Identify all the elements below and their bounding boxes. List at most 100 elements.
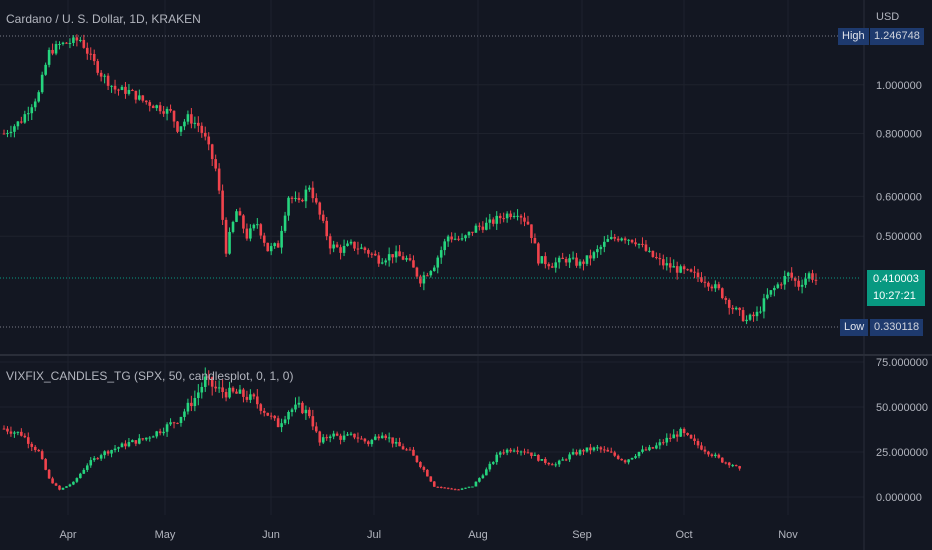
price-candle-body xyxy=(814,279,818,281)
price-candle-body xyxy=(717,284,721,289)
vix-candle-body xyxy=(613,452,617,456)
vix-candle-body xyxy=(662,442,665,444)
price-candle-body xyxy=(144,100,148,103)
vix-candle-body xyxy=(151,436,155,438)
vix-candle-body xyxy=(495,454,499,463)
price-candle-body xyxy=(582,261,585,264)
vix-candle-body xyxy=(564,459,568,461)
vix-candle-body xyxy=(384,435,387,439)
price-candle-body xyxy=(321,214,325,221)
price-candle-body xyxy=(544,256,547,265)
price-candle-body xyxy=(530,224,533,238)
price-candle-body xyxy=(752,314,755,317)
vix-candle-body xyxy=(519,451,523,453)
price-candle-body xyxy=(131,90,134,92)
vix-candle-body xyxy=(23,435,27,438)
price-candle-body xyxy=(811,273,814,280)
vix-candle-body xyxy=(242,389,245,397)
price-candle-body xyxy=(686,269,689,271)
vix-candle-body xyxy=(526,452,530,454)
vix-candle-body xyxy=(13,432,16,434)
vix-candle-body xyxy=(603,449,606,451)
vix-candle-body xyxy=(245,396,249,400)
price-candle-body xyxy=(85,47,89,54)
indicator-tick-label: 25.000000 xyxy=(876,447,928,459)
vix-candle-body xyxy=(141,438,145,440)
vix-candle-body xyxy=(65,486,68,488)
price-candle-body xyxy=(488,219,492,223)
vix-candle-body xyxy=(589,447,592,451)
vix-candle-body xyxy=(412,449,415,456)
vix-candle-body xyxy=(585,447,589,452)
indicator-tick-label: 50.000000 xyxy=(876,402,928,414)
price-candle-body xyxy=(387,254,391,261)
vix-candle-body xyxy=(311,416,315,427)
vix-candle-body xyxy=(332,433,335,437)
vix-candle-body xyxy=(488,463,492,470)
vix-candle-body xyxy=(363,438,367,442)
vix-candle-body xyxy=(325,437,329,439)
vix-candle-body xyxy=(731,465,734,467)
indicator-candles xyxy=(2,367,741,491)
countdown-timer: 10:27:21 xyxy=(873,290,916,302)
vix-candle-body xyxy=(120,443,124,448)
price-candle-body xyxy=(745,319,748,322)
price-candle-body xyxy=(738,307,741,311)
vix-candle-body xyxy=(637,451,641,457)
price-candle-body xyxy=(401,256,405,260)
last-price-value: 0.410003 xyxy=(873,273,919,285)
price-candle-body xyxy=(804,278,807,285)
price-candle-body xyxy=(453,238,457,240)
vix-candle-body xyxy=(696,441,700,446)
vix-candle-body xyxy=(51,478,54,484)
vix-candle-body xyxy=(252,394,256,397)
price-candle-body xyxy=(405,258,408,260)
vix-candle-body xyxy=(734,465,738,467)
price-candle-body xyxy=(259,224,263,236)
price-candle-body xyxy=(47,49,51,65)
vix-candle-body xyxy=(606,449,610,452)
price-candle-body xyxy=(509,213,512,218)
price-candle-body xyxy=(287,197,290,216)
vix-candle-body xyxy=(432,481,436,487)
vix-candle-body xyxy=(394,442,398,444)
vix-candle-body xyxy=(214,386,217,389)
price-candle-body xyxy=(599,246,603,250)
vix-candle-body xyxy=(186,402,190,412)
vix-candle-body xyxy=(190,402,193,407)
vix-candle-body xyxy=(575,452,578,455)
price-candle-body xyxy=(540,256,544,264)
price-candle-body xyxy=(394,251,398,258)
vix-candle-body xyxy=(349,433,353,435)
vix-candle-body xyxy=(113,448,117,451)
vix-candle-body xyxy=(294,404,297,410)
price-candle-body xyxy=(443,241,446,251)
x-tick-label: Jul xyxy=(367,529,381,541)
vix-candle-body xyxy=(221,387,224,393)
price-candle-body xyxy=(23,114,27,123)
price-candle-body xyxy=(245,228,249,239)
price-candle-body xyxy=(800,284,804,287)
vix-candle-body xyxy=(703,449,707,452)
vix-candle-body xyxy=(96,458,99,460)
vix-candle-body xyxy=(169,422,172,425)
price-candle-body xyxy=(61,42,65,45)
low-value: 0.330118 xyxy=(870,319,924,336)
vix-candle-body xyxy=(370,439,374,445)
vix-candle-body xyxy=(44,459,47,470)
price-candle-body xyxy=(113,85,117,90)
price-candle-body xyxy=(328,236,332,249)
vix-candle-body xyxy=(582,450,585,452)
vix-candle-body xyxy=(30,443,34,447)
vix-candle-body xyxy=(724,462,728,464)
price-candle-body xyxy=(693,271,696,273)
vix-candle-body xyxy=(72,481,75,485)
price-candle-body xyxy=(353,241,356,249)
price-candle-body xyxy=(221,190,224,220)
vix-candle-body xyxy=(82,469,86,474)
price-candle-body xyxy=(190,114,193,124)
price-candle-body xyxy=(183,121,186,127)
vix-candle-body xyxy=(693,438,696,442)
x-tick-label: Sep xyxy=(572,529,592,541)
